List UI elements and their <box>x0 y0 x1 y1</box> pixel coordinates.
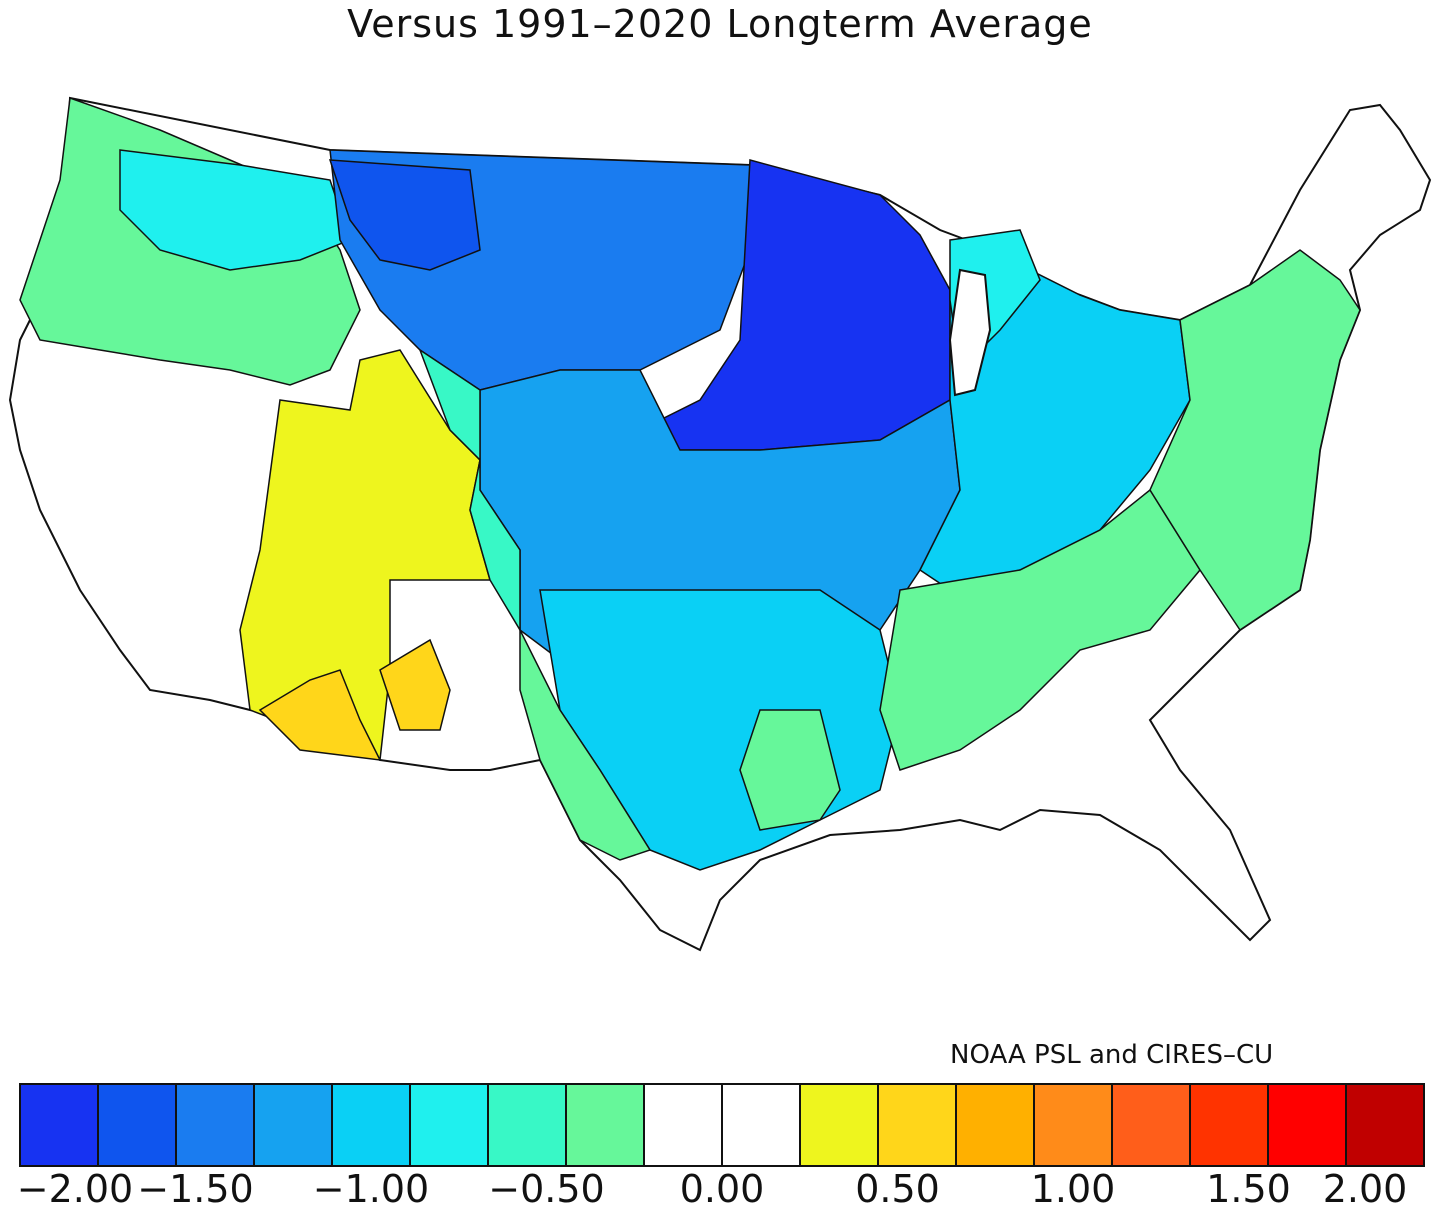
colorbar-cell <box>331 1083 411 1167</box>
colorbar-cell <box>643 1083 723 1167</box>
credit-text: NOAA PSL and CIRES–CU <box>950 1040 1274 1070</box>
region-southeast-green <box>879 488 1201 771</box>
region-southwest-gold <box>258 669 382 761</box>
region-inland-northwest <box>119 149 351 271</box>
colorbar-tick-label: −1.50 <box>137 1167 253 1208</box>
colorbar-tick-label: −2.00 <box>17 1167 133 1208</box>
region-new-mexico-gold <box>379 638 451 731</box>
us-anomaly-map <box>8 96 1432 952</box>
region-northeast-green <box>1149 249 1361 632</box>
colorbar-tick-label: −1.00 <box>313 1167 429 1208</box>
colorbar-cell <box>409 1083 489 1167</box>
colorbar-tick-label: 2.00 <box>1323 1167 1408 1208</box>
colorbar-cell <box>1033 1083 1113 1167</box>
colorbar-cell <box>955 1083 1035 1167</box>
colorbar-cells <box>19 1083 1425 1167</box>
colorbar-cell <box>97 1083 177 1167</box>
colorbar-tick-label: 1.50 <box>1206 1167 1291 1208</box>
colorbar-ticks: −2.00 −1.50 −1.00 −0.50 0.00 0.50 1.00 1.50 2.00 <box>17 1167 1408 1208</box>
colorbar-cell <box>1111 1083 1191 1167</box>
colorbar-cell <box>1345 1083 1425 1167</box>
colorbar-tick-label: −0.50 <box>488 1167 604 1208</box>
colorbar-cell <box>1189 1083 1269 1167</box>
colorbar-cell <box>175 1083 255 1167</box>
colorbar-cell <box>721 1083 801 1167</box>
colorbar-cell <box>877 1083 957 1167</box>
colorbar-cell <box>1267 1083 1347 1167</box>
colorbar: −2.00 −1.50 −1.00 −0.50 0.00 0.50 1.00 1.50 2.00 <box>17 1083 1425 1208</box>
colorbar-cell <box>565 1083 645 1167</box>
colorbar-cell <box>487 1083 567 1167</box>
map-title: Versus 1991–2020 Longterm Average <box>347 2 1093 46</box>
colorbar-cell <box>253 1083 333 1167</box>
colorbar-tick-label: 0.50 <box>855 1167 940 1208</box>
colorbar-cell <box>799 1083 879 1167</box>
colorbar-tick-label: 1.00 <box>1031 1167 1116 1208</box>
region-ohio-valley <box>919 264 1191 591</box>
colorbar-cell <box>19 1083 99 1167</box>
region-east-texas-green <box>739 709 841 831</box>
lake-michigan <box>948 268 992 397</box>
region-montana-east <box>328 159 481 271</box>
region-texas-green <box>519 629 652 861</box>
region-rockies-green <box>418 348 521 633</box>
colorbar-tick-label: 0.00 <box>680 1167 765 1208</box>
